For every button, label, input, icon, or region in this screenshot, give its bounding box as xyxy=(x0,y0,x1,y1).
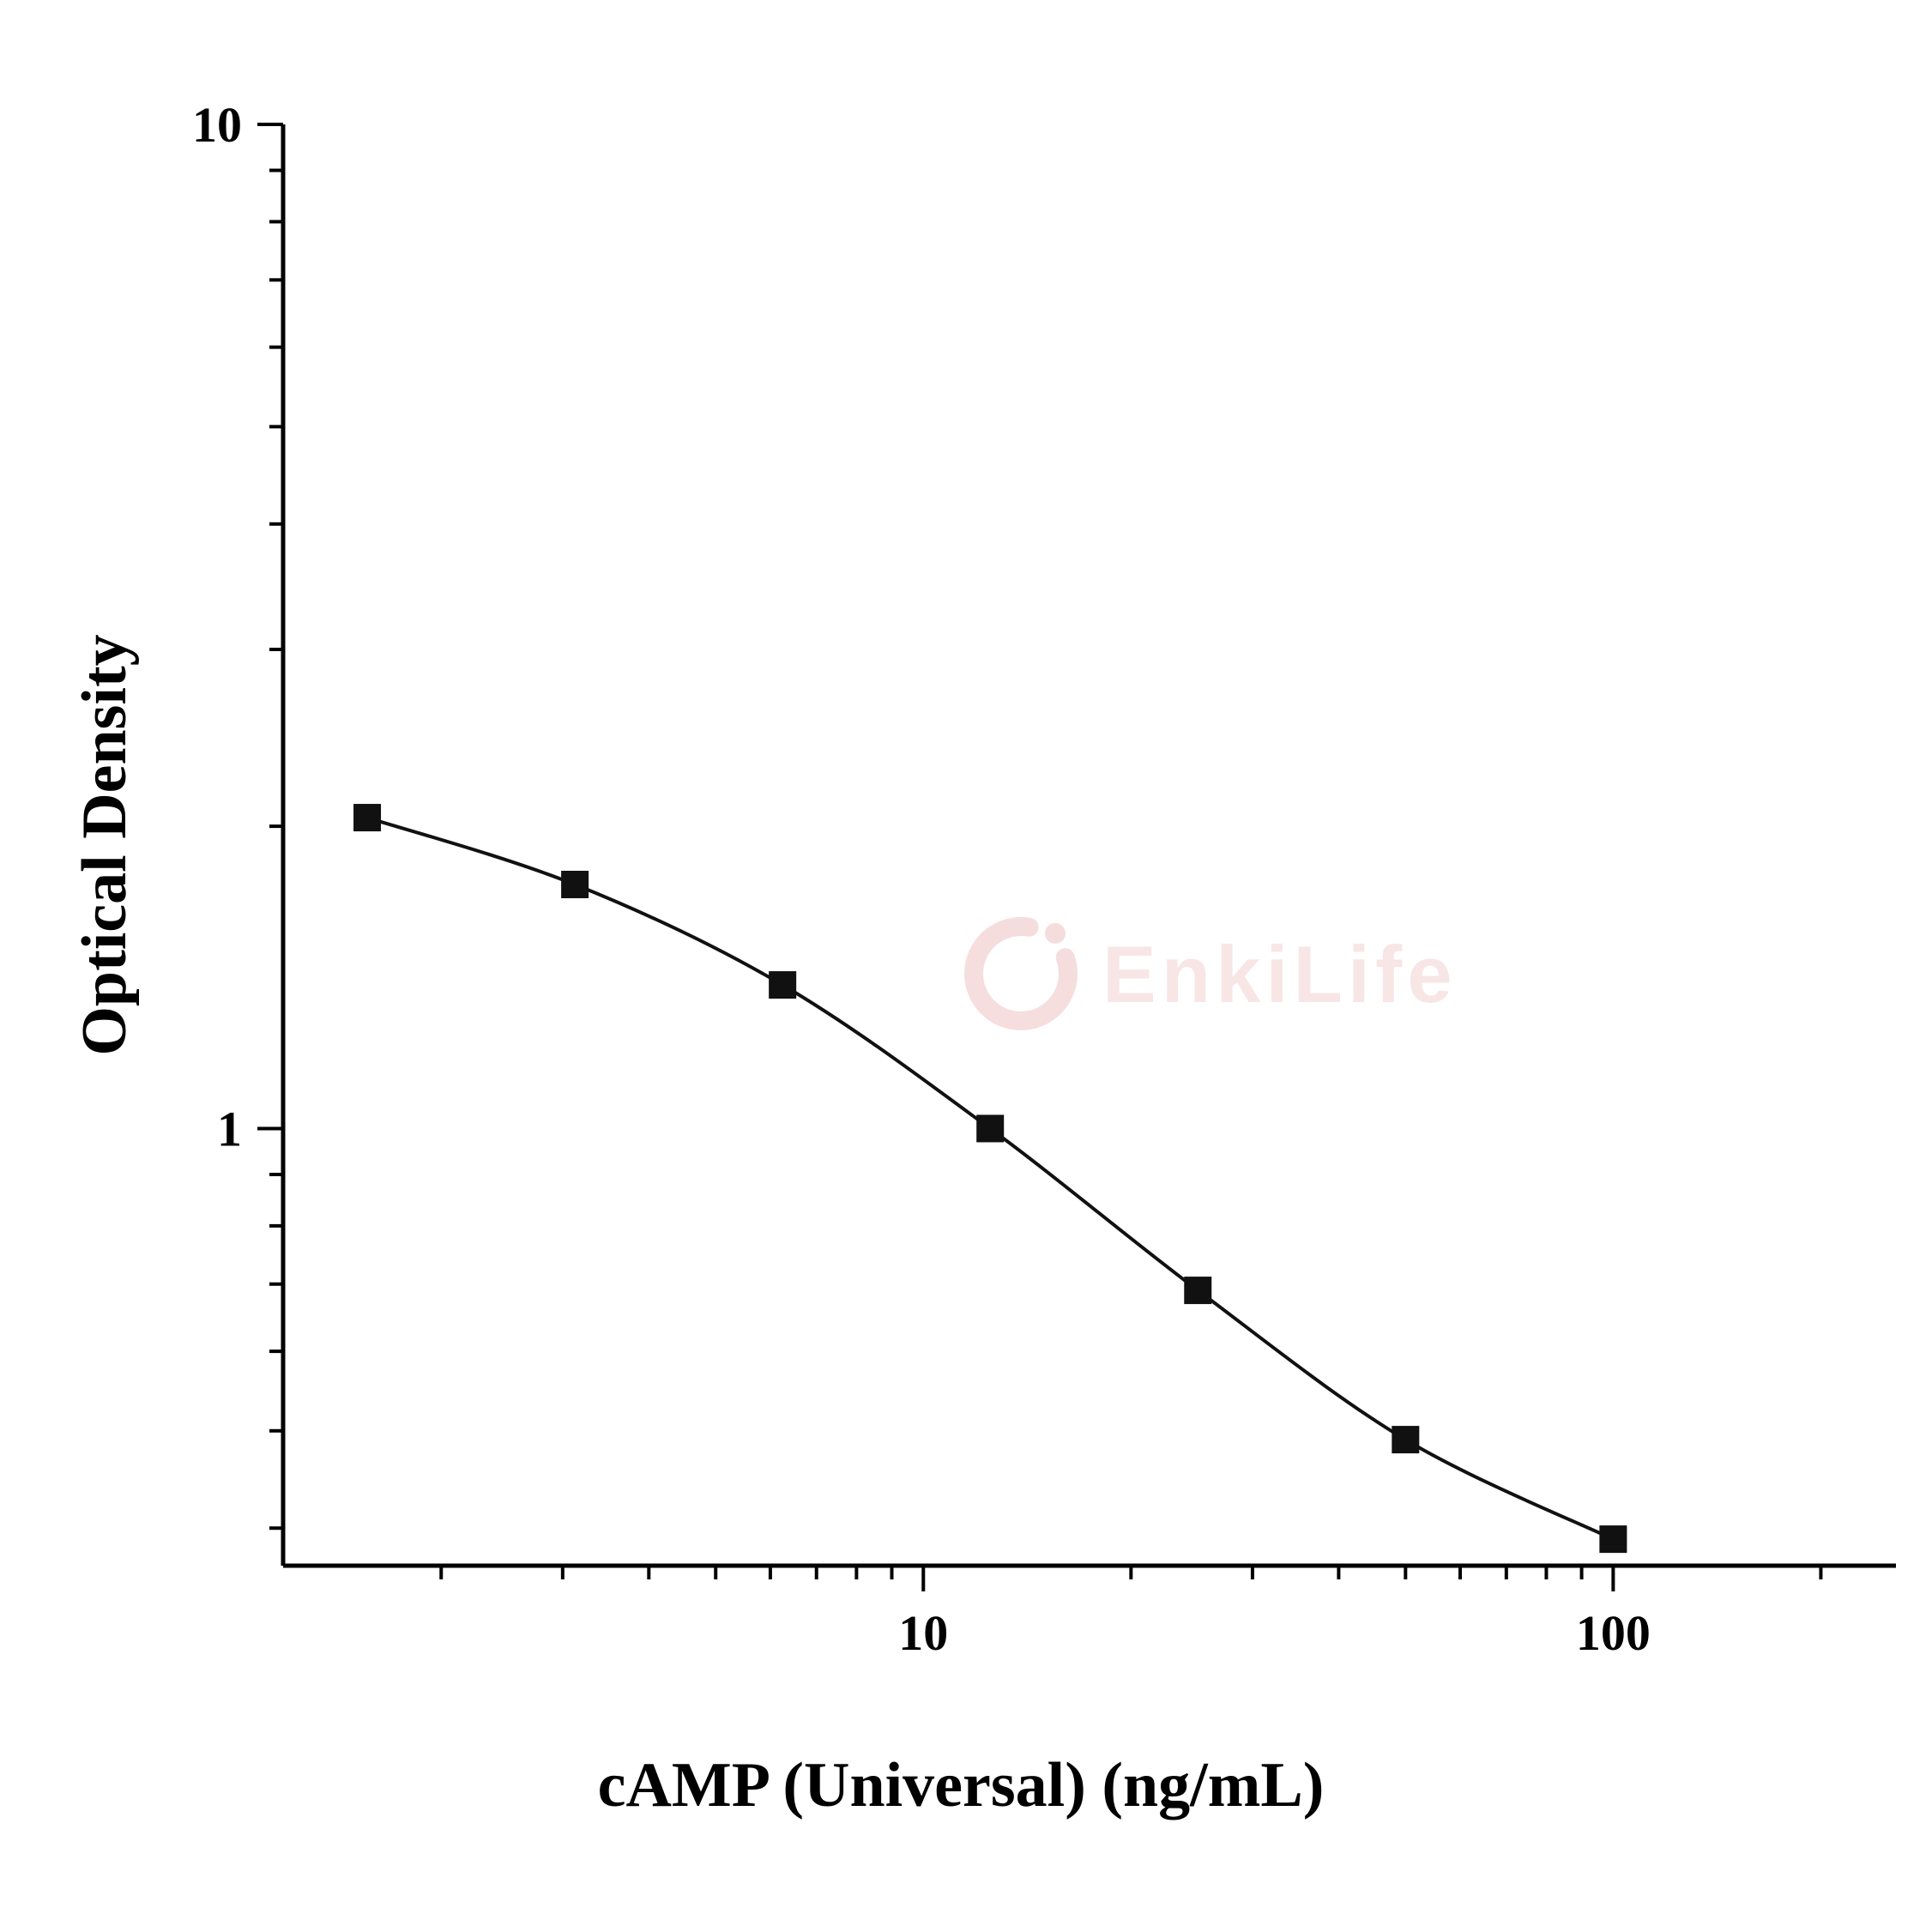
x-tick-label: 10 xyxy=(898,1605,948,1661)
data-point-marker xyxy=(561,870,589,898)
y-tick-label: 1 xyxy=(217,1101,242,1156)
y-tick-label: 10 xyxy=(192,97,242,153)
data-point-marker xyxy=(353,804,382,832)
watermark-logo-ring xyxy=(964,917,1078,1030)
watermark-text: EnkiLife xyxy=(1102,929,1458,1019)
data-point-marker xyxy=(769,971,797,999)
data-point-marker xyxy=(1184,1277,1212,1305)
data-point-marker xyxy=(976,1114,1005,1143)
watermark: EnkiLife xyxy=(964,917,1458,1030)
data-point-marker xyxy=(1392,1426,1420,1454)
data-point-marker xyxy=(1599,1525,1627,1554)
watermark-logo-dot xyxy=(1045,923,1066,944)
x-tick-label: 100 xyxy=(1576,1605,1651,1661)
x-axis-title: cAMP (Universal) (ng/mL) xyxy=(598,1750,1325,1820)
curve-path xyxy=(366,816,1615,1541)
y-axis-title: Optical Density xyxy=(69,634,140,1055)
